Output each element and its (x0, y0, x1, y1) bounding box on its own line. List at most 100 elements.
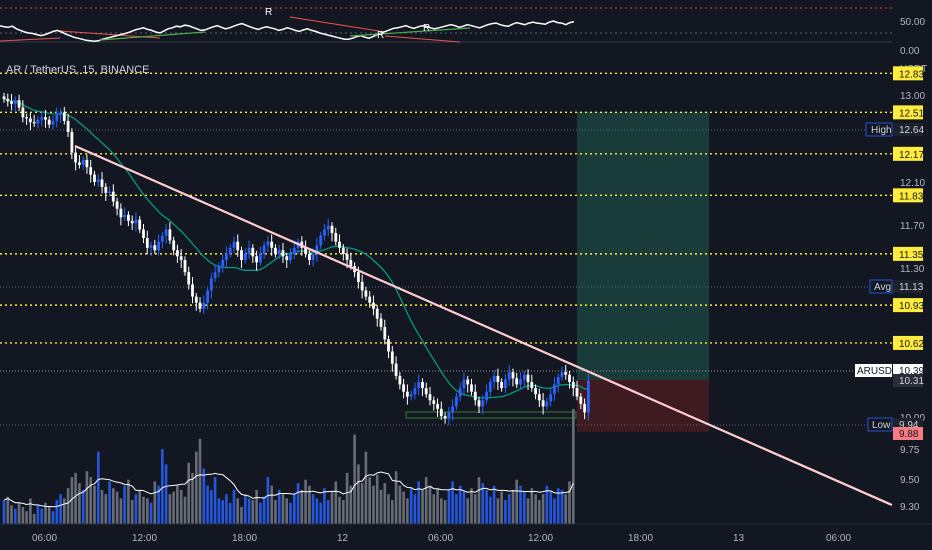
candle[interactable] (59, 108, 62, 123)
candle[interactable] (81, 156, 85, 170)
candle[interactable] (571, 376, 575, 397)
rsi-pane[interactable]: R R R 50.00 0.00 (0, 7, 925, 57)
candle[interactable] (25, 113, 28, 125)
candle[interactable] (130, 215, 134, 231)
candle[interactable] (13, 96, 17, 112)
candle[interactable] (334, 227, 338, 246)
candle[interactable] (93, 170, 96, 186)
candle[interactable] (70, 128, 74, 160)
candle[interactable] (406, 384, 409, 405)
candle[interactable] (417, 374, 421, 395)
candle[interactable] (221, 254, 225, 273)
candle[interactable] (202, 295, 206, 314)
candle[interactable] (368, 291, 372, 308)
candle[interactable] (504, 374, 507, 394)
candle[interactable] (160, 231, 164, 249)
candle[interactable] (172, 236, 176, 256)
candle[interactable] (176, 244, 179, 263)
candle[interactable] (292, 240, 296, 260)
candle[interactable] (194, 292, 198, 311)
candle[interactable] (209, 272, 213, 299)
candle[interactable] (164, 224, 168, 244)
time-axis[interactable]: 06:00 12:00 18:00 12 06:00 12:00 18:00 1… (32, 533, 851, 544)
candle[interactable] (251, 244, 255, 263)
candle[interactable] (428, 386, 432, 406)
candle[interactable] (168, 222, 172, 245)
candle[interactable] (579, 393, 583, 410)
candle[interactable] (228, 244, 232, 258)
candle[interactable] (44, 109, 47, 128)
candle[interactable] (549, 388, 553, 407)
candle[interactable] (360, 274, 364, 299)
candle[interactable] (134, 212, 138, 232)
candle[interactable] (266, 236, 270, 252)
candle[interactable] (455, 393, 458, 410)
candle[interactable] (138, 216, 142, 234)
candle[interactable] (500, 378, 503, 392)
target-zone[interactable] (577, 112, 709, 380)
candle[interactable] (66, 113, 70, 137)
candle[interactable] (451, 399, 454, 421)
stop-zone[interactable] (577, 380, 709, 432)
candle[interactable] (466, 375, 470, 393)
candle[interactable] (304, 240, 307, 258)
candle[interactable] (338, 234, 341, 253)
candle[interactable] (470, 378, 473, 396)
candle[interactable] (568, 371, 571, 389)
candle[interactable] (78, 155, 81, 169)
candle[interactable] (119, 203, 123, 226)
candle[interactable] (183, 256, 187, 276)
candle[interactable] (477, 396, 481, 413)
support-box[interactable] (405, 411, 577, 419)
candle[interactable] (281, 242, 285, 263)
candle[interactable] (240, 246, 243, 268)
candle[interactable] (364, 286, 368, 301)
candle[interactable] (387, 335, 390, 359)
candle[interactable] (379, 313, 383, 331)
candle[interactable] (277, 244, 281, 259)
candle[interactable] (145, 230, 149, 255)
candle[interactable] (402, 378, 405, 399)
candle[interactable] (583, 398, 586, 420)
candle[interactable] (522, 371, 526, 387)
candle[interactable] (236, 234, 240, 257)
candle[interactable] (424, 382, 428, 398)
candle[interactable] (108, 186, 111, 197)
candle[interactable] (217, 262, 221, 278)
candle[interactable] (47, 116, 51, 129)
candle[interactable] (191, 277, 194, 304)
candle[interactable] (398, 372, 402, 390)
candle[interactable] (17, 94, 21, 112)
candle[interactable] (462, 372, 466, 395)
candle[interactable] (89, 159, 93, 183)
candle[interactable] (394, 356, 398, 380)
candle[interactable] (534, 384, 537, 400)
candle[interactable] (507, 364, 511, 387)
candle[interactable] (179, 249, 183, 268)
candle[interactable] (413, 382, 417, 400)
candle[interactable] (29, 113, 32, 131)
candle[interactable] (225, 246, 228, 268)
candle[interactable] (123, 207, 126, 221)
candle[interactable] (447, 407, 451, 426)
candle[interactable] (2, 92, 6, 103)
symbol-title[interactable]: AR / TetherUS, 15, BINANCE (6, 64, 150, 76)
candle[interactable] (247, 240, 251, 260)
candle[interactable] (198, 297, 202, 313)
candle[interactable] (259, 246, 262, 267)
candle[interactable] (111, 184, 115, 207)
candle[interactable] (409, 390, 413, 401)
candle[interactable] (443, 412, 447, 424)
candle[interactable] (274, 244, 277, 258)
candle[interactable] (519, 372, 522, 390)
candle[interactable] (323, 224, 326, 241)
candle[interactable] (326, 218, 330, 237)
candle[interactable] (515, 372, 519, 389)
candle[interactable] (157, 234, 160, 256)
candle[interactable] (511, 368, 515, 387)
candle[interactable] (526, 369, 530, 390)
candle[interactable] (40, 111, 44, 127)
candle[interactable] (545, 397, 549, 410)
candle[interactable] (481, 394, 485, 415)
